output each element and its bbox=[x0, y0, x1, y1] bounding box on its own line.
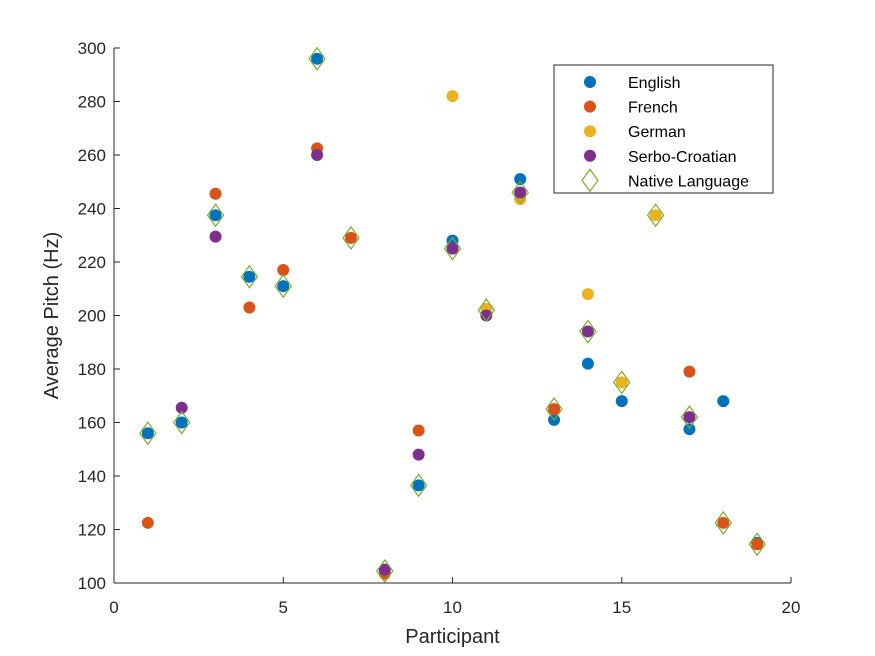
x-tick-label: 15 bbox=[612, 598, 631, 617]
series-german bbox=[446, 90, 662, 389]
data-point-english bbox=[209, 209, 222, 222]
data-point-native-language bbox=[409, 473, 428, 498]
data-point-serbo-croatian bbox=[446, 242, 459, 255]
data-point-native-language bbox=[511, 180, 529, 205]
data-point-native-language bbox=[680, 405, 699, 430]
data-point-english bbox=[277, 280, 290, 293]
data-point-serbo-croatian bbox=[175, 401, 188, 414]
data-point-native-language bbox=[646, 203, 665, 228]
data-point-native-language bbox=[172, 410, 191, 435]
data-point-native-language bbox=[748, 532, 766, 557]
data-point-native-language bbox=[240, 264, 259, 289]
data-point-native-language bbox=[579, 319, 597, 344]
data-point-french bbox=[683, 365, 696, 378]
legend-marker-french bbox=[584, 100, 596, 113]
data-point-native-language bbox=[613, 370, 631, 395]
data-point-native-language bbox=[443, 236, 462, 261]
data-point-serbo-croatian bbox=[514, 186, 527, 199]
legend-marker-native-language bbox=[581, 168, 599, 193]
legend-item-english: English bbox=[584, 75, 680, 92]
data-point-french bbox=[209, 187, 222, 200]
data-point-native-language bbox=[714, 510, 733, 535]
data-point-native-language bbox=[545, 397, 563, 422]
data-point-serbo-croatian bbox=[412, 448, 425, 461]
data-point-english bbox=[243, 270, 256, 283]
x-tick-label: 20 bbox=[782, 598, 801, 617]
data-point-english bbox=[514, 173, 527, 186]
data-point-french bbox=[344, 231, 357, 244]
data-point-serbo-croatian bbox=[581, 325, 594, 338]
y-tick-label: 260 bbox=[78, 146, 106, 165]
legend-item-native-language: Native Language bbox=[581, 168, 749, 193]
data-point-german bbox=[581, 288, 594, 301]
series-french bbox=[141, 142, 764, 580]
data-point-german bbox=[615, 376, 628, 389]
data-point-native-language bbox=[376, 558, 394, 583]
data-point-native-language bbox=[308, 46, 326, 71]
data-marks bbox=[139, 46, 766, 583]
data-point-french bbox=[243, 301, 256, 314]
y-tick-label: 300 bbox=[78, 39, 106, 58]
y-tick-label: 180 bbox=[78, 360, 106, 379]
y-tick-label: 140 bbox=[78, 467, 106, 486]
data-point-french bbox=[548, 403, 561, 416]
legend-label-german: German bbox=[628, 124, 686, 141]
y-tick-label: 120 bbox=[78, 521, 106, 540]
data-point-native-language bbox=[206, 203, 225, 228]
legend-label-english: English bbox=[628, 75, 680, 92]
data-point-english bbox=[141, 427, 154, 440]
legend-item-german: German bbox=[584, 124, 686, 141]
legend-marker-serbo-croatian bbox=[584, 149, 596, 162]
legend-label-serbo-croatian: Serbo-Croatian bbox=[628, 149, 737, 166]
data-point-english bbox=[311, 52, 324, 65]
legend-label-native-language: Native Language bbox=[628, 173, 749, 190]
axes: 0 5 10 15 20 100 120 140 160 180 200 220 240 260 280 30… bbox=[78, 39, 801, 617]
data-point-french bbox=[277, 264, 290, 277]
data-point-serbo-croatian bbox=[311, 149, 324, 161]
data-point-english bbox=[412, 479, 425, 492]
data-point-native-language bbox=[342, 225, 360, 250]
y-tick-label: 240 bbox=[78, 200, 106, 219]
y-tick-label: 160 bbox=[78, 414, 106, 433]
data-point-german bbox=[446, 90, 459, 103]
data-point-english bbox=[683, 423, 696, 436]
x-tick-label: 5 bbox=[279, 598, 288, 617]
data-point-french bbox=[141, 516, 154, 529]
data-point-french bbox=[412, 424, 425, 437]
series-native-language bbox=[139, 46, 766, 583]
legend-label-french: French bbox=[628, 100, 678, 117]
data-point-serbo-croatian bbox=[480, 309, 493, 322]
y-tick-label: 280 bbox=[78, 93, 106, 112]
legend: English French German Serbo-Croatian Native … bbox=[553, 64, 774, 194]
data-point-native-language bbox=[477, 298, 496, 323]
legend-item-serbo-croatian: Serbo-Croatian bbox=[584, 149, 737, 166]
data-point-french bbox=[751, 538, 764, 551]
series-serbo-croatian bbox=[175, 149, 696, 576]
legend-marker-english bbox=[584, 76, 596, 88]
x-axis-title: Participant bbox=[405, 626, 500, 648]
data-point-native-language bbox=[139, 421, 157, 446]
data-point-native-language bbox=[274, 274, 292, 299]
x-tick-label: 0 bbox=[109, 598, 118, 617]
y-tick-label: 100 bbox=[78, 574, 106, 593]
data-point-serbo-croatian bbox=[378, 563, 391, 576]
y-tick-label: 220 bbox=[78, 253, 106, 272]
x-tick-label: 10 bbox=[443, 598, 462, 617]
data-point-english bbox=[615, 395, 628, 408]
data-point-english bbox=[581, 357, 594, 370]
y-tick-label: 200 bbox=[78, 307, 106, 326]
data-point-serbo-croatian bbox=[683, 411, 696, 424]
data-point-serbo-croatian bbox=[209, 230, 222, 243]
data-point-english bbox=[175, 416, 188, 429]
data-point-french bbox=[717, 516, 730, 529]
legend-item-french: French bbox=[584, 100, 678, 117]
data-point-german bbox=[649, 209, 662, 222]
data-point-english bbox=[717, 395, 730, 408]
legend-marker-german bbox=[584, 125, 596, 138]
y-axis-title: Average Pitch (Hz) bbox=[41, 232, 63, 399]
